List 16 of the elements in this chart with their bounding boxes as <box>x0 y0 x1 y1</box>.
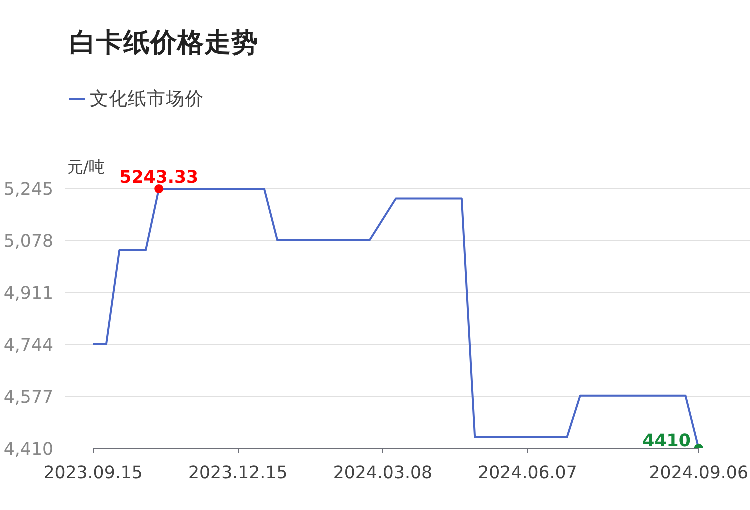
x-tick-label: 2024.03.08 <box>333 464 433 484</box>
y-tick-label: 5,245 <box>4 180 54 200</box>
y-tick-label: 5,078 <box>4 232 54 252</box>
y-tick-label: 4,744 <box>4 336 54 356</box>
legend-label: 文化纸市场价 <box>90 88 204 112</box>
x-tick-label: 2024.09.06 <box>649 464 748 484</box>
annotation: 4410 <box>642 432 691 452</box>
y-axis-title: 元/吨 <box>68 158 105 176</box>
y-tick-label: 4,410 <box>4 440 54 460</box>
x-tick-label: 2023.09.15 <box>44 464 143 484</box>
y-tick-label: 4,911 <box>4 284 54 304</box>
chart-title: 白卡纸价格走势 <box>70 28 258 58</box>
x-tick-label: 2024.06.07 <box>478 464 578 484</box>
y-tick-label: 4,577 <box>4 388 54 408</box>
x-tick-label: 2023.12.15 <box>188 464 288 484</box>
annotation: 5243.33 <box>120 168 199 188</box>
